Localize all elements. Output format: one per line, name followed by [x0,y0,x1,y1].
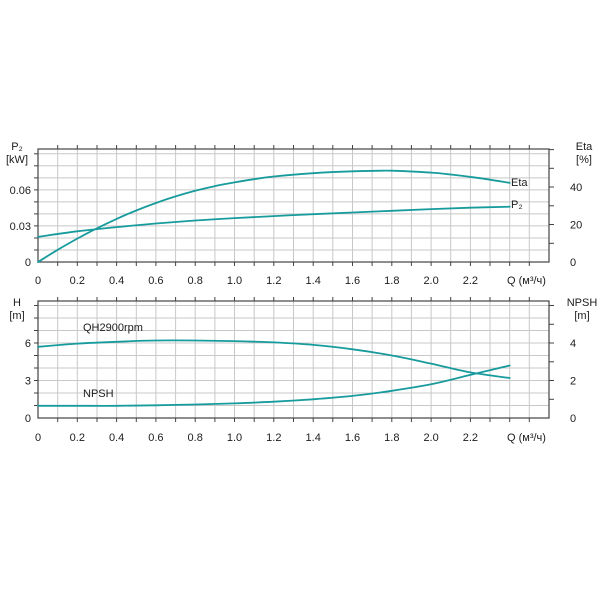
tick-marks [34,145,554,266]
x-tick-label: 1.2 [266,432,281,444]
x-tick-label: 1.0 [227,275,242,287]
right-tick-label: 0 [570,257,576,269]
eta-axis-name: Eta [575,141,593,153]
x-tick-label: 1.4 [306,275,321,287]
left-tick-label: 0 [25,257,31,269]
right-tick-label: 20 [570,220,582,232]
h-axis-header: H [m] [0,297,34,323]
tick-labels: 0 0.2 0.4 0.6 0.8 1.0 1.2 1.4 1.6 1.8 2.0 2.2 0 0.03 0… [10,182,583,287]
x-tick-label: 2.2 [463,275,478,287]
left-tick-label: 0.06 [10,185,31,197]
x-tick-label: 0.2 [70,275,85,287]
right-tick-label: 4 [570,338,576,350]
npsh-axis-unit: [m] [574,310,590,322]
qh-curve [37,339,511,379]
plot-border [37,300,550,419]
x-tick-label: 0.8 [188,275,203,287]
qh-curve-label: QH2900rpm [83,322,143,334]
x-tick-label: 0 [35,275,41,287]
q-axis-label-top: Q (м³/ч) [507,275,546,287]
left-tick-label: 0 [25,413,31,425]
left-tick-label: 0.03 [10,221,31,233]
x-tick-label: 1.4 [306,432,321,444]
eta-curve-label: Eta [511,177,528,189]
x-tick-label: 0 [35,432,41,444]
npsh-axis-name: NPSH [566,297,598,309]
eta-axis-header: Eta [%] [564,141,600,167]
p2-axis-name: P₂ [11,141,23,153]
x-tick-label: 2.0 [423,275,438,287]
p2-axis-unit: [kW] [6,154,28,166]
npsh-curve [37,364,511,407]
x-tick-label: 0.4 [109,275,124,287]
x-tick-label: 0.2 [70,432,85,444]
tick-labels: 0 0.2 0.4 0.6 0.8 1.0 1.2 1.4 1.6 1.8 2.0 2.2 0 3 6 0 2 4 [25,338,576,444]
p2-axis-header: P₂ [kW] [0,141,34,167]
right-tick-label: 2 [570,376,576,388]
grid [38,149,549,262]
p2-curve-label: P₂ [511,199,523,211]
x-tick-label: 1.6 [345,432,360,444]
x-tick-label: 1.8 [384,432,399,444]
x-tick-label: 1.6 [345,275,360,287]
plot-border [37,148,550,263]
x-tick-label: 1.0 [227,432,242,444]
x-tick-label: 0.4 [109,432,124,444]
x-tick-label: 1.2 [266,275,281,287]
q-axis-label-bottom: Q (м³/ч) [507,432,546,444]
x-tick-label: 0.6 [148,432,163,444]
x-tick-label: 2.0 [423,432,438,444]
x-tick-label: 1.8 [384,275,399,287]
x-tick-label: 0.6 [148,275,163,287]
eta-axis-unit: [%] [576,154,592,166]
grid [38,301,549,418]
left-tick-label: 6 [25,338,31,350]
x-tick-label: 2.2 [463,432,478,444]
p2-curve [37,205,511,238]
x-tick-label: 0.8 [188,432,203,444]
tick-marks [34,297,554,422]
h-axis-unit: [m] [9,310,25,322]
left-tick-label: 3 [25,376,31,388]
npsh-curve-label: NPSH [83,388,114,400]
head-npsh-chart: 0 0.2 0.4 0.6 0.8 1.0 1.2 1.4 1.6 1.8 2.0 2.2 0 3 6 0 2 4 [25,297,576,444]
eta-curve [37,169,511,263]
power-efficiency-chart: 0 0.2 0.4 0.6 0.8 1.0 1.2 1.4 1.6 1.8 2.0 2.2 0 0.03 0… [10,145,583,287]
h-axis-name: H [13,297,21,309]
right-tick-label: 0 [570,413,576,425]
npsh-axis-header: NPSH [m] [560,297,600,323]
right-tick-label: 40 [570,182,582,194]
